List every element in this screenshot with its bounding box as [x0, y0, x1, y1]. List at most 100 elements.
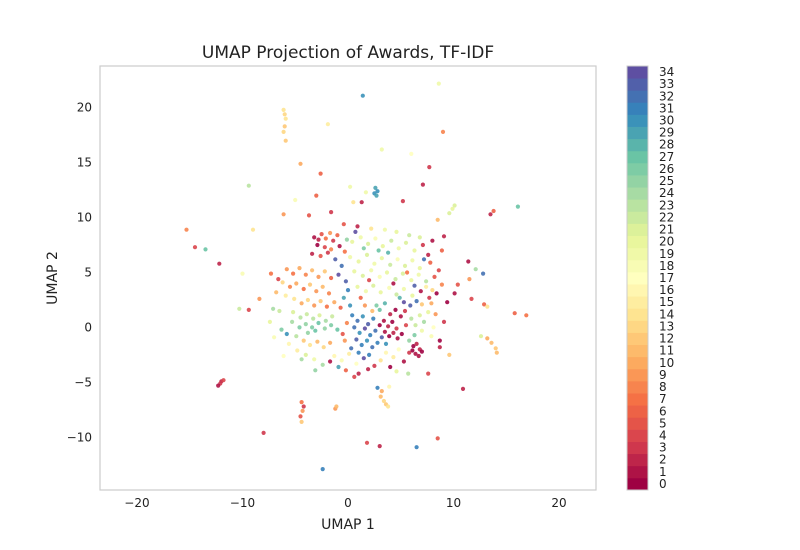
data-point	[354, 361, 359, 366]
data-point	[374, 303, 379, 308]
data-point	[379, 256, 384, 261]
colorbar-tick-label: 26	[659, 162, 674, 176]
data-point	[452, 291, 457, 296]
data-point	[407, 338, 412, 343]
data-point	[369, 268, 374, 273]
data-point	[390, 319, 395, 324]
data-point	[439, 248, 444, 253]
data-point	[283, 116, 288, 121]
data-point	[374, 193, 379, 198]
data-point	[371, 283, 376, 288]
data-point	[372, 363, 377, 368]
data-point	[320, 362, 325, 367]
data-point	[341, 295, 346, 300]
data-point	[281, 107, 286, 112]
data-point	[371, 316, 376, 321]
data-point	[314, 289, 319, 294]
data-point	[237, 306, 242, 311]
data-point	[297, 266, 302, 271]
data-point	[441, 234, 447, 239]
data-point	[383, 341, 389, 346]
data-point	[400, 271, 405, 276]
colorbar-band	[627, 368, 648, 382]
scatter-points	[184, 81, 529, 472]
data-point	[437, 345, 442, 350]
data-point	[379, 147, 384, 152]
colorbar-tick-label: 0	[659, 477, 667, 491]
data-point	[283, 293, 288, 298]
data-point	[378, 394, 383, 399]
data-point	[284, 267, 289, 272]
data-point	[367, 352, 372, 357]
data-point	[440, 129, 446, 134]
colorbar-tick-label: 2	[659, 453, 667, 467]
data-point	[282, 124, 287, 129]
data-point	[331, 238, 336, 243]
data-point	[420, 242, 425, 248]
data-point	[378, 358, 383, 363]
data-point	[387, 285, 392, 290]
data-point	[364, 440, 370, 445]
data-point	[447, 352, 452, 357]
data-point	[387, 384, 392, 389]
colorbar-band	[627, 259, 648, 273]
colorbar-band	[627, 356, 648, 370]
data-point	[388, 262, 393, 267]
data-point	[396, 347, 401, 352]
data-point	[277, 308, 282, 314]
colorbar-tick-label: 14	[659, 307, 674, 321]
colorbar-band	[627, 175, 648, 188]
colorbar-tick-label: 33	[659, 77, 674, 91]
data-point	[467, 277, 472, 282]
colorbar-band	[627, 90, 648, 103]
data-point	[515, 204, 521, 209]
data-point	[316, 320, 321, 326]
data-point	[412, 283, 417, 288]
x-tick-labels: −20 −10 0 10 20	[124, 496, 566, 510]
colorbar-tick-label: 7	[659, 392, 667, 406]
data-point	[299, 301, 304, 306]
data-point	[329, 275, 334, 281]
data-point	[246, 183, 251, 188]
colorbar-band	[627, 405, 648, 418]
data-point	[395, 336, 400, 341]
data-point	[221, 378, 226, 383]
colorbar-band	[627, 429, 648, 442]
colorbar-tick-label: 19	[659, 247, 674, 261]
data-point	[351, 200, 356, 205]
data-point	[281, 212, 286, 217]
data-point	[409, 316, 414, 321]
y-tick-label: 5	[84, 266, 92, 280]
data-point	[336, 272, 341, 277]
data-point	[322, 269, 327, 274]
data-point	[357, 330, 362, 335]
data-point	[410, 348, 415, 353]
colorbar-tick-label: 5	[659, 416, 667, 430]
data-point	[356, 371, 361, 376]
data-point	[290, 319, 295, 324]
data-point	[381, 318, 386, 323]
colorbar-tick-label: 4	[659, 429, 667, 443]
data-point	[489, 340, 494, 345]
data-point	[320, 467, 325, 472]
data-point	[380, 244, 385, 249]
data-point	[203, 247, 208, 252]
data-point	[418, 289, 423, 294]
data-point	[316, 237, 321, 242]
y-tick-label: 0	[84, 320, 92, 334]
data-point	[360, 273, 365, 278]
data-point	[313, 368, 318, 373]
colorbar-tick-label: 22	[659, 210, 674, 224]
data-point	[372, 261, 377, 266]
data-point	[314, 193, 319, 198]
data-point	[349, 346, 354, 351]
data-point	[301, 286, 306, 292]
data-point	[319, 232, 324, 237]
data-point	[311, 316, 316, 321]
data-point	[387, 334, 392, 339]
data-point	[473, 267, 478, 272]
data-point	[396, 246, 401, 251]
colorbar-tick-label: 34	[659, 65, 674, 79]
data-point	[393, 307, 398, 312]
data-point	[271, 306, 276, 311]
